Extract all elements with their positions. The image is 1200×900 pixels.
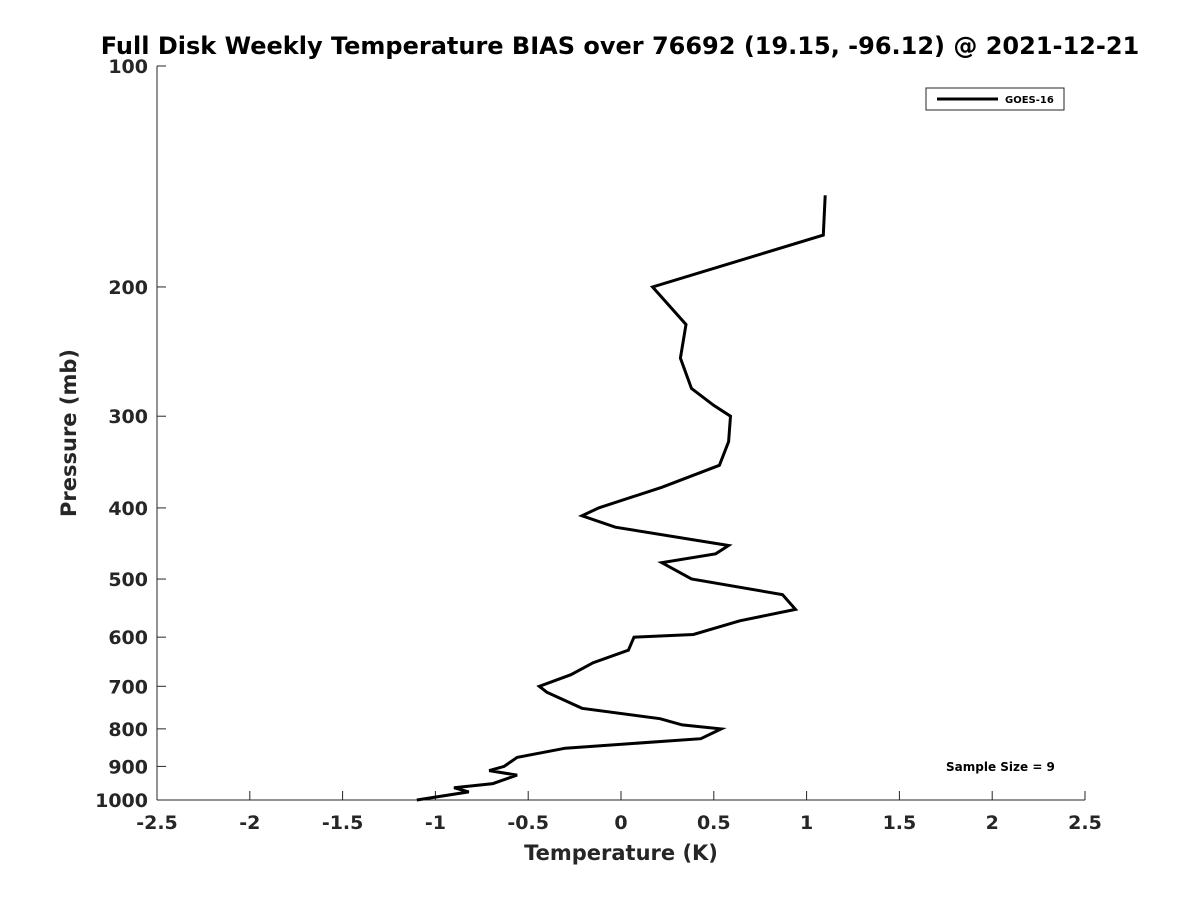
y-tick-label: 900 [108, 756, 148, 778]
y-axis-label: Pressure (mb) [57, 349, 81, 517]
x-tick-label: 0.5 [697, 812, 731, 834]
x-tick-label: -2 [239, 812, 260, 834]
x-tick-label: 1 [800, 812, 813, 834]
x-tick-label: -2.5 [136, 812, 178, 834]
y-tick-label: 600 [108, 627, 148, 649]
y-tick-label: 200 [108, 277, 148, 299]
x-tick-label: -1.5 [322, 812, 364, 834]
x-tick-label: 0 [614, 812, 627, 834]
y-tick-label: 400 [108, 498, 148, 520]
x-tick-label: -1 [425, 812, 446, 834]
y-tick-label: 300 [108, 406, 148, 428]
sample-size-annotation: Sample Size = 9 [946, 760, 1055, 774]
x-axis-label: Temperature (K) [524, 841, 718, 865]
y-tick-label: 100 [108, 56, 148, 78]
y-tick-label: 500 [108, 569, 148, 591]
legend-label: GOES-16 [1005, 95, 1054, 106]
x-axis-ticks: -2.5 -2 -1.5 -1 -0.5 0 0.5 1 1.5 2 2.5 [136, 791, 1102, 834]
x-tick-label: -0.5 [507, 812, 549, 834]
chart-title: Full Disk Weekly Temperature BIAS over 7… [101, 32, 1140, 60]
legend: GOES-16 [925, 87, 1065, 111]
series-line-goes-16 [416, 195, 827, 802]
x-tick-label: 2 [986, 812, 999, 834]
y-tick-label: 700 [108, 676, 148, 698]
series-layer [416, 195, 827, 802]
y-axis-ticks: 100 200 300 400 500 600 700 800 900 1000 [95, 56, 166, 812]
x-tick-label: 2.5 [1068, 812, 1102, 834]
x-tick-label: 1.5 [883, 812, 917, 834]
y-tick-label: 800 [108, 719, 148, 741]
y-tick-label: 1000 [95, 790, 148, 812]
